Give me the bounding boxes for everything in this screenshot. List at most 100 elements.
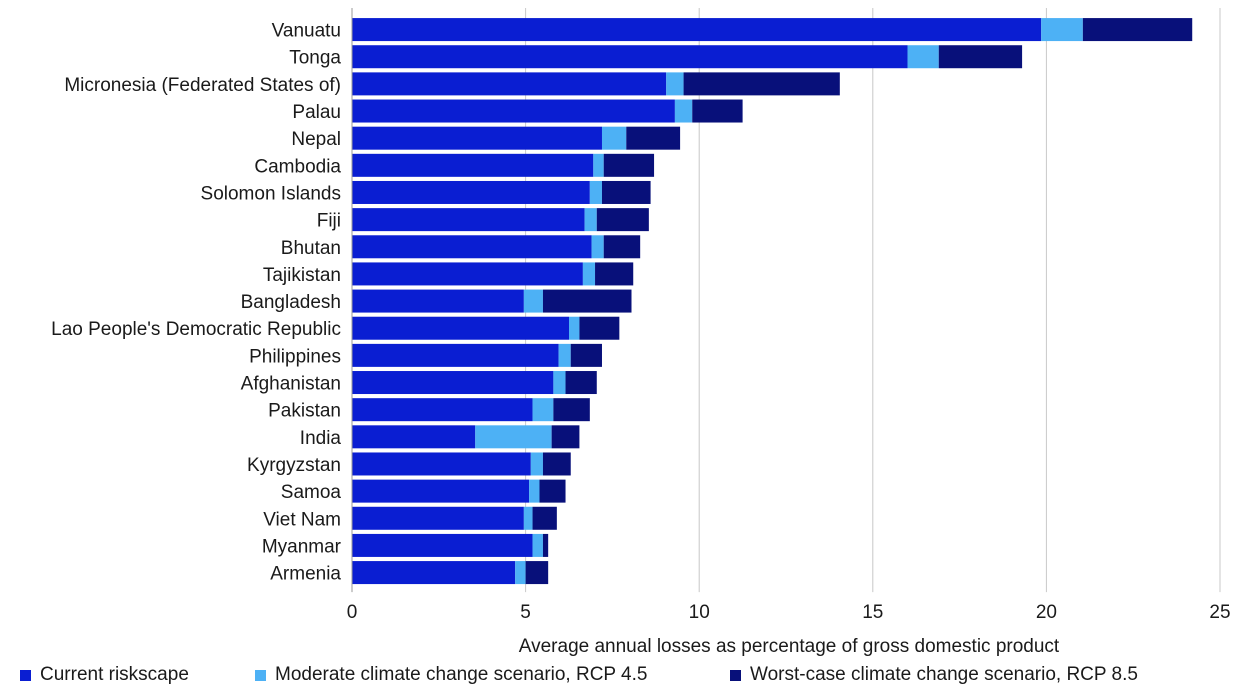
- bar-segment-series-3: [692, 99, 743, 123]
- category-label: Nepal: [291, 129, 341, 150]
- bar-segment-series-1: [352, 289, 524, 313]
- category-label: Lao People's Democratic Republic: [51, 319, 341, 340]
- bar-segment-series-3: [601, 180, 651, 204]
- bar-segment-series-3: [570, 343, 602, 367]
- bar-segment-series-1: [352, 561, 516, 585]
- bar-segment-series-1: [352, 72, 667, 96]
- bar-segment-series-2: [569, 316, 580, 340]
- bar-segment-series-1: [352, 126, 602, 150]
- bar-segment-series-1: [352, 479, 530, 503]
- legend-item: Moderate climate change scenario, RCP 4.…: [255, 664, 647, 686]
- legend-swatch: [255, 669, 266, 681]
- category-label: Kyrgyzstan: [247, 455, 341, 476]
- category-label: Tonga: [289, 48, 341, 69]
- bar-segment-series-1: [352, 425, 476, 449]
- bar-segment-series-1: [352, 452, 531, 476]
- bar-segment-series-2: [584, 208, 597, 232]
- bar-segment-series-1: [352, 533, 533, 557]
- bar-segment-series-2: [1041, 18, 1083, 42]
- category-label: Viet Nam: [263, 509, 341, 530]
- bar-segment-series-3: [553, 398, 590, 422]
- bar-segment-series-1: [352, 316, 569, 340]
- bar-segment-series-2: [529, 479, 540, 503]
- bar-segment-series-2: [591, 235, 604, 259]
- category-label: Solomon Islands: [201, 183, 341, 204]
- bar-segment-series-3: [565, 371, 597, 395]
- legend-label: Current riskscape: [40, 664, 189, 685]
- bar-segment-series-3: [539, 479, 566, 503]
- bar-segment-series-1: [352, 343, 559, 367]
- legend-swatch: [730, 669, 741, 681]
- x-tick-label: 15: [862, 602, 883, 623]
- legend-label: Worst-case climate change scenario, RCP …: [750, 664, 1138, 685]
- bar-segment-series-3: [1082, 18, 1193, 42]
- category-labels: Vanuatu Tonga Micronesia (Federated States…: [51, 21, 342, 585]
- bar-segment-series-2: [558, 343, 571, 367]
- bar-segment-series-1: [352, 18, 1042, 42]
- bar-segment-series-1: [352, 180, 590, 204]
- legend-item: Worst-case climate change scenario, RCP …: [730, 664, 1138, 686]
- bar-segment-series-1: [352, 398, 533, 422]
- bar-segment-series-3: [938, 45, 1023, 69]
- bar-segment-series-2: [523, 289, 543, 313]
- x-tick-label: 0: [347, 602, 358, 623]
- bar-segment-series-1: [352, 371, 554, 395]
- bar-segment-series-2: [589, 180, 602, 204]
- bars: [352, 18, 1193, 585]
- bar-segment-series-1: [352, 99, 675, 123]
- bar-segment-series-3: [551, 425, 580, 449]
- bar-segment-series-3: [532, 506, 557, 530]
- bar-segment-series-3: [603, 153, 655, 177]
- category-label: India: [300, 428, 342, 449]
- bar-segment-series-3: [596, 208, 649, 232]
- x-tick-label: 25: [1209, 602, 1230, 623]
- category-label: Palau: [292, 102, 341, 123]
- bar-segment-series-2: [530, 452, 543, 476]
- category-label: Pakistan: [268, 401, 341, 422]
- category-label: Tajikistan: [263, 265, 341, 286]
- bar-segment-series-1: [352, 235, 592, 259]
- bar-segment-series-2: [593, 153, 604, 177]
- bar-segment-series-2: [532, 398, 554, 422]
- category-label: Bhutan: [281, 238, 341, 259]
- bar-segment-series-3: [542, 452, 571, 476]
- legend: Current riskscape Moderate climate change…: [0, 664, 1248, 692]
- bar-segment-series-3: [542, 533, 549, 557]
- bar-segment-series-1: [352, 506, 524, 530]
- bar-segment-series-2: [532, 533, 543, 557]
- x-tick-label: 5: [520, 602, 531, 623]
- bar-segment-series-3: [626, 126, 681, 150]
- bar-segment-series-3: [525, 561, 549, 585]
- bar-segment-series-3: [595, 262, 634, 286]
- bar-segment-series-2: [907, 45, 939, 69]
- category-label: Armenia: [270, 564, 341, 585]
- bar-segment-series-3: [603, 235, 641, 259]
- bar-segment-series-2: [582, 262, 596, 286]
- bar-segment-series-2: [523, 506, 533, 530]
- category-label: Vanuatu: [272, 21, 341, 42]
- bar-chart-plot: Vanuatu Tonga Micronesia (Federated States…: [51, 8, 1231, 657]
- category-label: Cambodia: [254, 156, 341, 177]
- bar-segment-series-3: [683, 72, 840, 96]
- legend-label: Moderate climate change scenario, RCP 4.…: [275, 664, 648, 685]
- category-label: Philippines: [249, 346, 341, 367]
- legend-swatch: [20, 669, 31, 681]
- bar-segment-series-2: [553, 371, 566, 395]
- category-label: Fiji: [317, 211, 341, 232]
- category-label: Myanmar: [262, 536, 342, 557]
- bar-segment-series-3: [579, 316, 620, 340]
- category-label: Bangladesh: [241, 292, 341, 313]
- legend-item: Current riskscape: [20, 664, 189, 686]
- bar-segment-series-2: [674, 99, 693, 123]
- category-label: Micronesia (Federated States of): [64, 75, 341, 96]
- x-tick-labels: 0 5 10 15 20 25: [347, 602, 1231, 623]
- x-tick-label: 20: [1036, 602, 1057, 623]
- bar-segment-series-1: [352, 45, 908, 69]
- bar-segment-series-1: [352, 153, 594, 177]
- x-axis-title: Average annual losses as percentage of g…: [519, 636, 1060, 657]
- bar-segment-series-1: [352, 208, 585, 232]
- category-label: Afghanistan: [241, 374, 341, 395]
- bar-segment-series-2: [601, 126, 627, 150]
- category-label: Samoa: [281, 482, 342, 503]
